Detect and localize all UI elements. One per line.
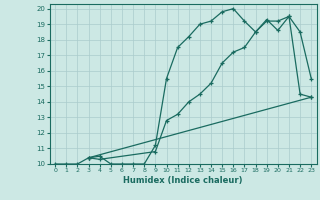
X-axis label: Humidex (Indice chaleur): Humidex (Indice chaleur) — [124, 176, 243, 185]
